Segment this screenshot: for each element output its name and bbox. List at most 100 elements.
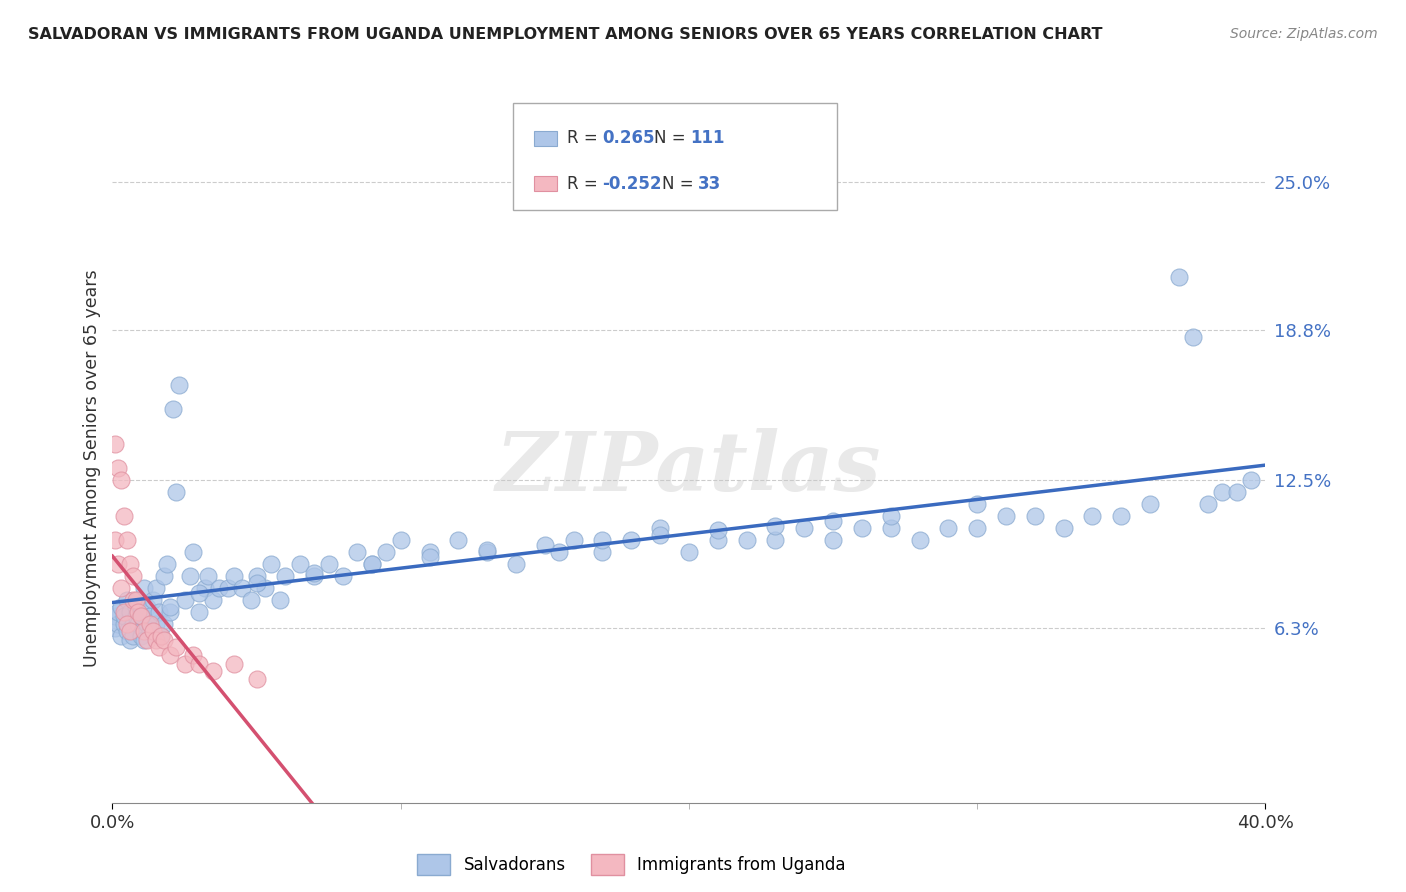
Point	[118, 605, 141, 619]
Point	[181, 648, 204, 662]
Point	[167, 377, 190, 392]
Point	[260, 557, 283, 571]
Point	[1024, 509, 1046, 524]
Point	[110, 473, 132, 487]
Point	[592, 545, 614, 559]
Point	[110, 581, 132, 595]
Point	[375, 545, 398, 559]
Point	[562, 533, 585, 547]
Point	[118, 557, 141, 571]
Point	[389, 533, 412, 547]
Point	[173, 592, 195, 607]
Point	[1211, 485, 1233, 500]
Point	[107, 461, 129, 475]
Point	[112, 616, 135, 631]
Point	[104, 621, 127, 635]
Point	[318, 557, 340, 571]
Point	[181, 545, 204, 559]
Point	[142, 624, 165, 638]
Point	[274, 569, 297, 583]
Point	[129, 628, 153, 642]
Point	[678, 545, 700, 559]
Point	[239, 592, 262, 607]
Point	[447, 533, 470, 547]
Point	[145, 581, 167, 595]
Point	[145, 616, 167, 631]
Point	[115, 533, 138, 547]
Point	[851, 521, 873, 535]
Point	[533, 538, 555, 552]
Text: R =: R =	[567, 129, 603, 147]
Point	[995, 509, 1018, 524]
Point	[648, 521, 672, 535]
Point	[134, 624, 156, 638]
Point	[136, 633, 159, 648]
Point	[245, 569, 267, 583]
Point	[159, 648, 181, 662]
Point	[1052, 521, 1074, 535]
Point	[288, 557, 311, 571]
Point	[127, 592, 149, 607]
Point	[1167, 270, 1189, 285]
Point	[110, 599, 132, 614]
Point	[966, 497, 988, 511]
Point	[139, 616, 162, 631]
Point	[1081, 509, 1104, 524]
Point	[197, 569, 219, 583]
Text: SALVADORAN VS IMMIGRANTS FROM UGANDA UNEMPLOYMENT AMONG SENIORS OVER 65 YEARS CO: SALVADORAN VS IMMIGRANTS FROM UGANDA UNE…	[28, 27, 1102, 42]
Text: Source: ZipAtlas.com: Source: ZipAtlas.com	[1230, 27, 1378, 41]
Point	[134, 581, 156, 595]
Point	[188, 585, 211, 599]
Point	[475, 542, 498, 557]
Point	[118, 633, 141, 648]
Point	[110, 628, 132, 642]
Point	[222, 657, 245, 672]
Point	[150, 628, 173, 642]
Point	[159, 605, 181, 619]
Point	[304, 566, 326, 581]
Point	[115, 616, 138, 631]
Text: 0.265: 0.265	[602, 129, 654, 147]
Point	[159, 599, 181, 614]
Point	[134, 633, 156, 648]
Point	[107, 557, 129, 571]
Point	[475, 545, 498, 559]
Point	[793, 521, 815, 535]
Point	[1240, 473, 1263, 487]
Point	[148, 640, 170, 655]
Point	[1111, 509, 1133, 524]
Point	[148, 605, 170, 619]
Point	[706, 533, 728, 547]
Point	[165, 485, 187, 500]
Point	[165, 640, 187, 655]
Point	[179, 569, 201, 583]
Point	[908, 533, 931, 547]
Point	[104, 437, 127, 451]
Point	[107, 616, 129, 631]
Point	[153, 569, 176, 583]
Point	[208, 581, 231, 595]
Point	[127, 605, 149, 619]
Point	[121, 628, 143, 642]
Point	[124, 599, 146, 614]
Point	[222, 569, 245, 583]
Point	[419, 549, 441, 564]
Legend: Salvadorans, Immigrants from Uganda: Salvadorans, Immigrants from Uganda	[411, 847, 852, 881]
Point	[142, 592, 165, 607]
Point	[162, 401, 184, 416]
Point	[765, 518, 787, 533]
Point	[1182, 330, 1205, 344]
Point	[121, 592, 143, 607]
Point	[153, 616, 176, 631]
Point	[115, 592, 138, 607]
Point	[153, 633, 176, 648]
Text: R =: R =	[567, 175, 603, 193]
Point	[648, 528, 672, 542]
Point	[112, 605, 135, 619]
Point	[188, 657, 211, 672]
Point	[136, 616, 159, 631]
Point	[880, 509, 903, 524]
Point	[936, 521, 959, 535]
Y-axis label: Unemployment Among Seniors over 65 years: Unemployment Among Seniors over 65 years	[83, 269, 101, 667]
Point	[592, 533, 614, 547]
